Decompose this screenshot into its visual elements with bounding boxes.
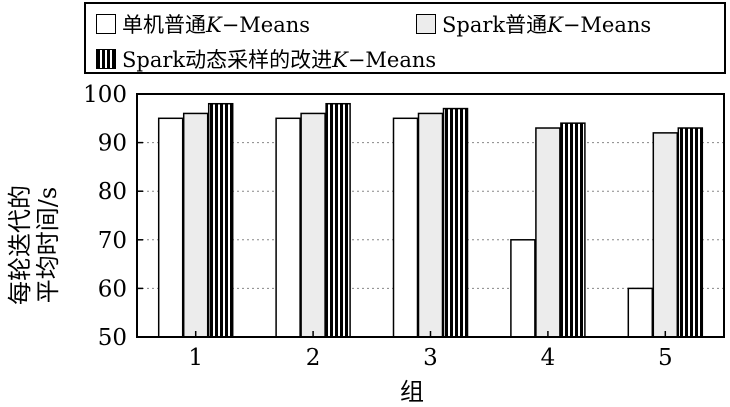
- y-axis-label-line-1: 每轮迭代的: [6, 185, 34, 305]
- x-tick-label: 4: [541, 345, 556, 371]
- bar-2-group-5: [652, 132, 679, 338]
- legend-item-spark: Spark普通K−Means: [416, 9, 651, 39]
- legend-item-spark-improved: Spark动态采样的改进K−Means: [96, 44, 436, 74]
- x-tick-label: 3: [423, 345, 438, 371]
- legend-swatch-stripes: [96, 49, 116, 69]
- legend-label: 单机普通K−Means: [122, 13, 311, 37]
- x-axis-label: 组: [400, 378, 424, 406]
- y-axis-ticks: 50 60 70 80 90 100: [83, 82, 143, 351]
- y-axis-label-line-2: 平均时间/s: [34, 186, 62, 304]
- legend-swatch-grey: [416, 14, 436, 34]
- legend-item-standalone: 单机普通K−Means: [96, 9, 310, 39]
- bar-2-group-2: [300, 112, 326, 338]
- x-tick-label: 1: [188, 345, 203, 371]
- legend-swatch-white: [96, 14, 116, 34]
- bar-1-group-5: [627, 287, 654, 338]
- legend-label: Spark动态采样的改进K−Means: [122, 48, 437, 72]
- x-axis-ticks: 1 2 3 4 5: [188, 331, 673, 371]
- y-tick-label: 60: [98, 276, 127, 302]
- legend: 单机普通K−Means Spark普通K−Means Spark动态采样的改进K…: [84, 2, 726, 74]
- bar-3-group-1: [207, 102, 234, 338]
- legend-label: Spark普通K−Means: [442, 13, 652, 37]
- bar-3-group-2: [325, 102, 351, 338]
- bar-3-group-5: [677, 127, 704, 338]
- y-tick-label: 100: [83, 82, 127, 108]
- bar-3-group-4: [560, 122, 586, 338]
- x-tick-label: 5: [658, 345, 673, 371]
- y-tick-label: 90: [98, 131, 127, 157]
- bar-1-group-4: [510, 239, 536, 338]
- x-tick-label: 2: [306, 345, 321, 371]
- bar-2-group-1: [182, 112, 209, 338]
- bar-1-group-2: [275, 117, 301, 338]
- bar-1-group-3: [392, 117, 419, 338]
- y-tick-label: 70: [98, 228, 127, 254]
- y-axis-label: 每轮迭代的 平均时间/s: [4, 150, 64, 340]
- y-tick-label: 50: [98, 325, 127, 351]
- bar-3-group-3: [442, 107, 469, 338]
- bar-2-group-4: [535, 127, 561, 338]
- bars: [157, 102, 704, 338]
- bar-2-group-3: [417, 112, 444, 338]
- y-tick-label: 80: [98, 179, 127, 205]
- bar-1-group-1: [157, 117, 184, 338]
